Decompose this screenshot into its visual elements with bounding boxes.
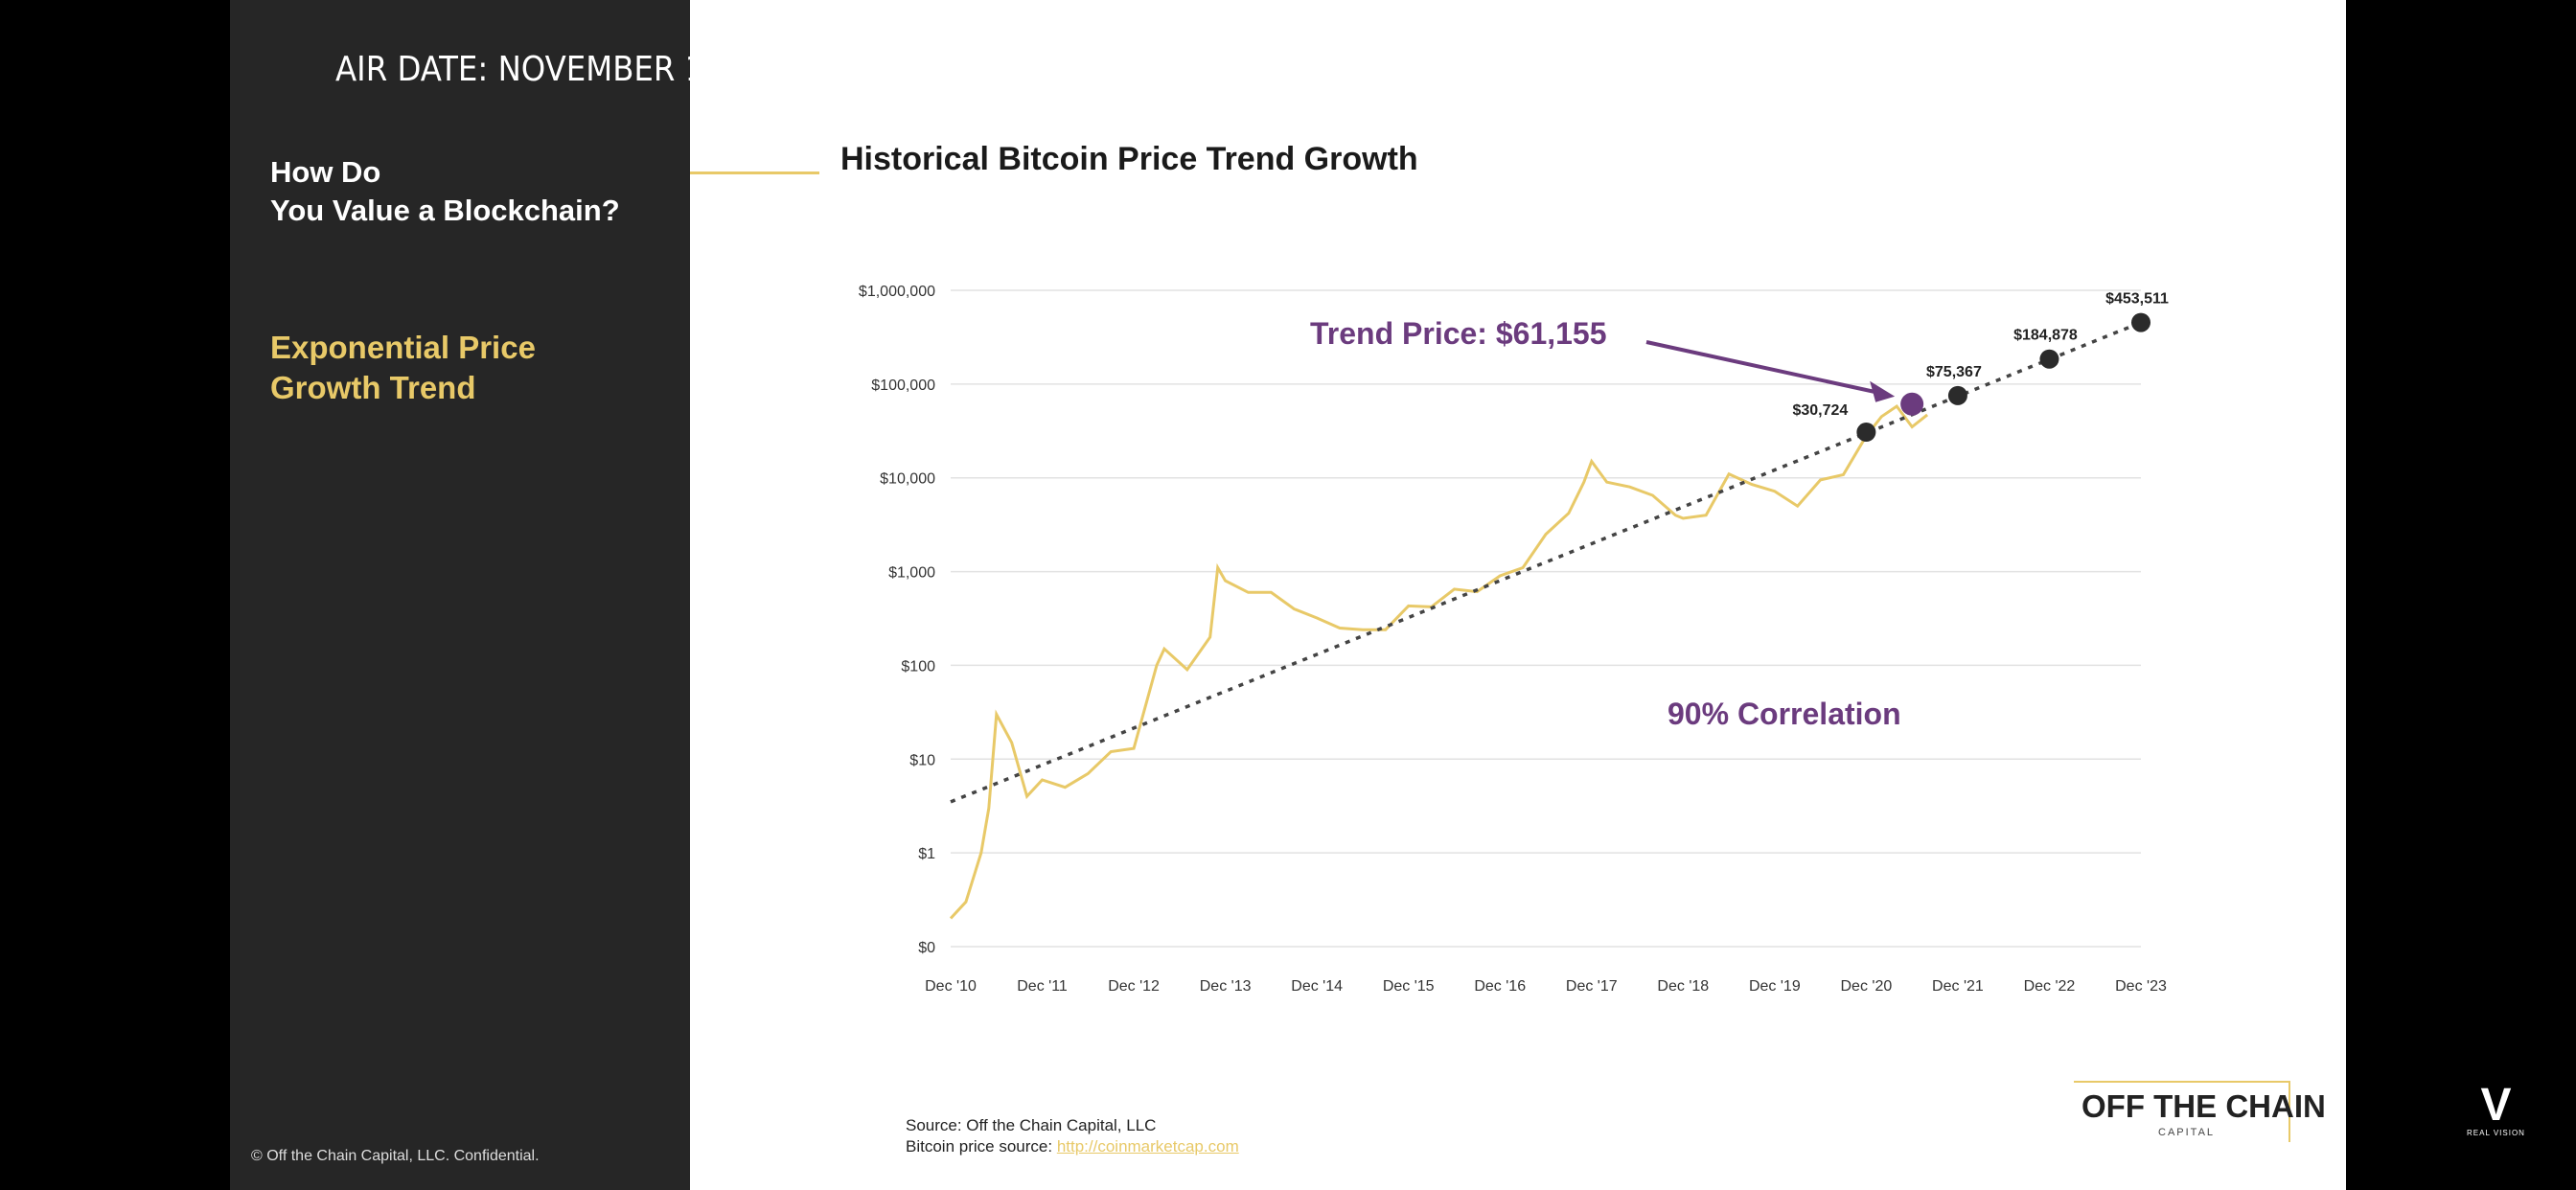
question-line-2: You Value a Blockchain? (270, 194, 620, 227)
trend-price-marker (1900, 392, 1924, 416)
projection-marker (1947, 385, 1967, 405)
x-tick-label: Dec '13 (1200, 978, 1252, 995)
real-vision-text: REAL VISION (2467, 1129, 2525, 1137)
logo-main-text: OFF THE CHAIN (2082, 1088, 2326, 1124)
x-tick-label: Dec '10 (925, 978, 977, 995)
subtitle-line-1: Exponential Price (270, 330, 536, 365)
y-tick-label: $10,000 (880, 471, 935, 488)
correlation-annotation: 90% Correlation (1668, 697, 1901, 731)
trend-price-annotation: Trend Price: $61,155 (1310, 316, 1607, 351)
marker-label: $30,724 (1792, 402, 1848, 419)
y-tick-label: $100,000 (871, 378, 935, 394)
title-rule (690, 172, 819, 174)
projection-marker (2131, 312, 2150, 332)
slide-area (690, 0, 2346, 1190)
air-date: AIR DATE: NOVEMBER 16, 2021 (335, 50, 690, 89)
source-line-1: Source: Off the Chain Capital, LLC (906, 1116, 1157, 1134)
x-tick-label: Dec '14 (1291, 978, 1343, 995)
x-tick-label: Dec '17 (1566, 978, 1618, 995)
x-tick-label: Dec '11 (1017, 978, 1068, 995)
logo-sub-text: CAPITAL (2158, 1127, 2216, 1138)
x-tick-label: Dec '19 (1749, 978, 1801, 995)
x-tick-label: Dec '22 (2024, 978, 2076, 995)
slide-subtitle: Exponential Price Growth Trend (270, 328, 536, 408)
y-tick-label: $1 (918, 846, 935, 862)
marker-label: $453,511 (2105, 291, 2169, 308)
off-the-chain-logo: OFF THE CHAIN CAPITAL (2074, 1081, 2326, 1142)
x-tick-label: Dec '12 (1108, 978, 1160, 995)
arrow-head-icon (1870, 380, 1896, 402)
x-tick-label: Dec '15 (1383, 978, 1435, 995)
projection-marker (2039, 349, 2059, 369)
copyright: © Off the Chain Capital, LLC. Confidenti… (251, 1148, 540, 1164)
x-tick-label: Dec '18 (1657, 978, 1709, 995)
y-tick-label: $1,000 (888, 565, 935, 582)
source-line-2: Bitcoin price source: http://coinmarketc… (906, 1136, 1239, 1157)
x-tick-label: Dec '16 (1474, 978, 1526, 995)
slide-question: How Do You Value a Blockchain? (270, 153, 620, 230)
y-tick-label: $100 (901, 658, 935, 675)
marker-label: $184,878 (2013, 328, 2078, 344)
left-panel (230, 0, 690, 1190)
subtitle-line-2: Growth Trend (270, 370, 476, 405)
x-tick-label: Dec '23 (2115, 978, 2167, 995)
real-vision-watermark: V REAL VISION (2467, 1080, 2525, 1138)
x-tick-label: Dec '20 (1841, 978, 1893, 995)
annotation-arrow (1645, 340, 1888, 397)
real-vision-icon: V (2480, 1080, 2512, 1131)
source-link[interactable]: http://coinmarketcap.com (1056, 1137, 1239, 1156)
y-tick-label: $0 (918, 940, 935, 956)
source-note: Source: Off the Chain Capital, LLC Bitco… (906, 1115, 1239, 1157)
projection-marker (1856, 423, 1876, 443)
x-tick-label: Dec '21 (1932, 978, 1984, 995)
chart-title: Historical Bitcoin Price Trend Growth (840, 141, 1418, 177)
marker-label: $75,367 (1926, 364, 1982, 380)
source-prefix: Bitcoin price source: (906, 1137, 1053, 1156)
y-tick-label: $1,000,000 (859, 284, 935, 300)
y-tick-label: $10 (909, 752, 935, 768)
question-line-1: How Do (270, 155, 381, 189)
price-line (949, 403, 1929, 920)
